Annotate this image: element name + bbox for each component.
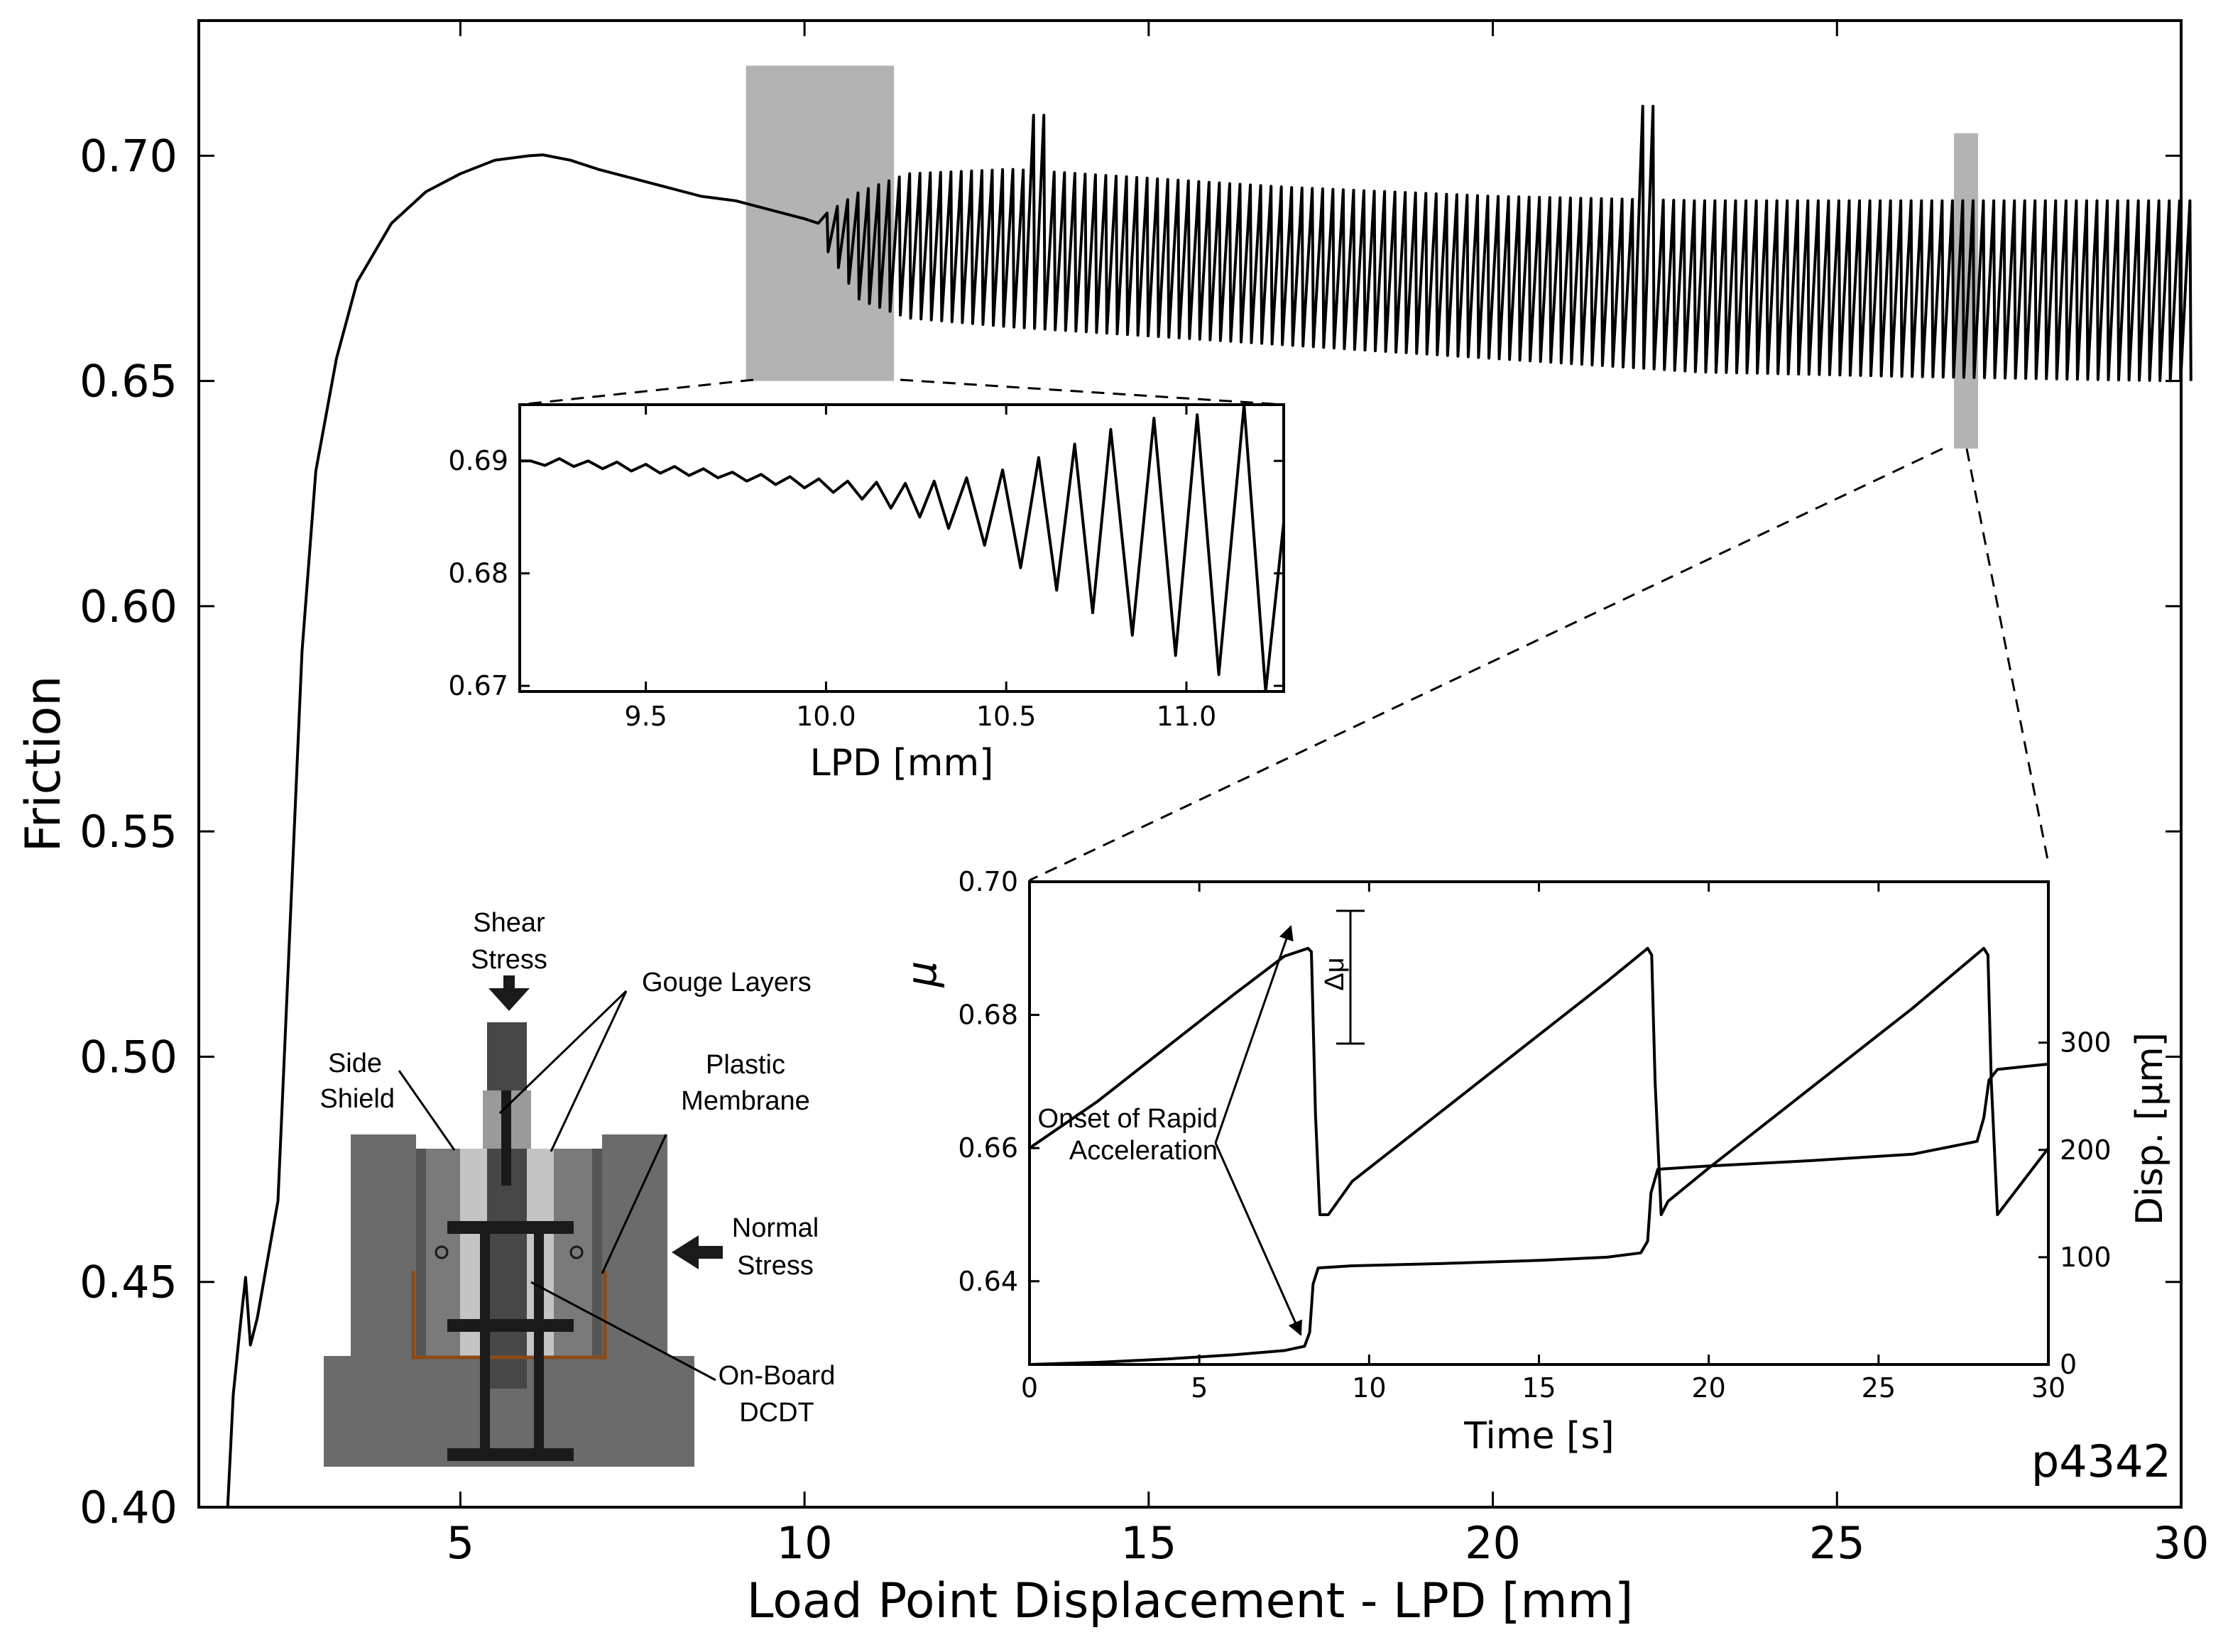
x-tick-label: 10 bbox=[777, 1517, 833, 1569]
y2-tick-label: 0 bbox=[2060, 1349, 2077, 1380]
onset-label-line2: Acceleration bbox=[1069, 1136, 1218, 1166]
y-tick-label: 0.70 bbox=[958, 866, 1018, 897]
right-side-block bbox=[602, 1134, 667, 1356]
normal-stress-arrow-icon bbox=[672, 1235, 723, 1269]
y-tick-label: 0.65 bbox=[80, 356, 178, 407]
inset-lpd-ticks: 9.5 10.0 10.5 11.0 0.67 0.68 0.69 bbox=[448, 405, 1284, 732]
inset-lpd-frame bbox=[518, 403, 1285, 693]
x-tick-label: 20 bbox=[1465, 1517, 1521, 1569]
fastener-right bbox=[569, 1245, 584, 1259]
inset-lpd-curve bbox=[520, 403, 1285, 693]
central-ram bbox=[487, 1022, 527, 1389]
y2-tick-label: 300 bbox=[2060, 1027, 2112, 1059]
inset-time: 0 5 10 15 20 25 30 0.64 0.66 0.68 0.70 0 100 200 300 T… bbox=[897, 866, 2171, 1457]
y-tick-label: 0.68 bbox=[448, 558, 508, 589]
y-tick-label: 0.60 bbox=[80, 581, 178, 633]
x-tick-label: 25 bbox=[1809, 1517, 1865, 1569]
label-shear-line1: Shear bbox=[473, 908, 545, 938]
zoom-guide-1-right bbox=[900, 378, 1284, 406]
y-tick-label: 0.55 bbox=[80, 806, 178, 858]
y-tick-label: 0.40 bbox=[80, 1482, 178, 1533]
y-tick-label: 0.64 bbox=[958, 1266, 1018, 1297]
main-axes-frame bbox=[197, 19, 2183, 1509]
shear-stress-arrow-icon bbox=[488, 975, 530, 1011]
label-side-line1: Side bbox=[328, 1049, 382, 1078]
y-tick-label: 0.68 bbox=[958, 1000, 1018, 1031]
inset-lpd-xlabel: LPD [mm] bbox=[810, 742, 994, 784]
x-tick-label: 10.0 bbox=[796, 701, 856, 732]
diagram-leader-lines bbox=[398, 990, 716, 1382]
y2-tick-label: 100 bbox=[2060, 1242, 2112, 1273]
label-normal-line1: Normal bbox=[732, 1213, 819, 1243]
delta-mu-label: Δμ bbox=[1320, 957, 1350, 990]
label-side-line2: Shield bbox=[320, 1084, 395, 1114]
zoom-guide-2-right bbox=[1965, 448, 2050, 864]
inset-lpd-background bbox=[520, 405, 1284, 691]
label-dcdt-line2: DCDT bbox=[739, 1398, 814, 1428]
x-tick-label: 10.5 bbox=[976, 701, 1037, 732]
label-dcdt-line1: On-Board bbox=[719, 1361, 836, 1391]
plastic-membrane bbox=[411, 1271, 607, 1360]
main-ylabel: Friction bbox=[16, 676, 72, 853]
label-gouge: Gouge Layers bbox=[642, 968, 812, 997]
y-tick-label: 0.66 bbox=[958, 1132, 1018, 1164]
onset-arrows bbox=[1214, 925, 1302, 1336]
left-side-block bbox=[351, 1134, 416, 1356]
inset-time-mu-curve bbox=[1030, 946, 2048, 1216]
label-normal-line2: Stress bbox=[737, 1251, 814, 1281]
y-tick-label: 0.50 bbox=[80, 1031, 178, 1083]
zoom-guide-1-left bbox=[519, 378, 754, 406]
y-tick-label: 0.67 bbox=[448, 670, 508, 701]
zoom-guide-2-left bbox=[1029, 447, 1943, 882]
x-tick-label: 5 bbox=[1191, 1372, 1208, 1404]
x-tick-label: 10 bbox=[1352, 1372, 1386, 1404]
inset-time-disp-curve bbox=[1030, 1062, 2048, 1364]
x-tick-label: 25 bbox=[1862, 1372, 1896, 1404]
inset-time-y2label: Disp. [μm] bbox=[2129, 1032, 2171, 1225]
x-tick-label: 9.5 bbox=[624, 701, 667, 732]
label-plastic-line2: Membrane bbox=[681, 1086, 810, 1116]
inset-time-ticks: 0 5 10 15 20 25 30 0.64 0.66 0.68 0.70 0 100 200 300 bbox=[958, 866, 2111, 1404]
main-plot: 5 10 15 20 25 300.400.450.500.550.600.650.70 … bbox=[16, 19, 2210, 1629]
main-friction-curve bbox=[226, 104, 2192, 1508]
y-tick-label: 0.45 bbox=[80, 1257, 178, 1308]
dcdt-frame bbox=[447, 1090, 574, 1461]
onset-label-line1: Onset of Rapid bbox=[1038, 1104, 1218, 1134]
fastener-left bbox=[435, 1245, 449, 1259]
y-tick-label: 0.70 bbox=[80, 130, 178, 182]
inset-lpd: 9.5 10.0 10.5 11.0 0.67 0.68 0.69 LPD [mm] bbox=[448, 403, 1285, 784]
inset-time-xlabel: Time [s] bbox=[1463, 1415, 1614, 1457]
main-xlabel: Load Point Displacement - LPD [mm] bbox=[747, 1573, 1634, 1629]
y-tick-label: 0.69 bbox=[448, 445, 508, 476]
x-tick-label: 11.0 bbox=[1157, 701, 1217, 732]
label-plastic-line1: Plastic bbox=[706, 1050, 785, 1080]
y2-tick-label: 200 bbox=[2060, 1134, 2112, 1166]
apparatus-diagram: Shear Stress Gouge Layers Side Shield Pl… bbox=[320, 908, 835, 1467]
sample-label: p4342 bbox=[2031, 1435, 2171, 1487]
x-tick-label: 30 bbox=[2153, 1517, 2210, 1569]
x-tick-label: 20 bbox=[1691, 1372, 1725, 1404]
delta-mu-bar bbox=[1336, 909, 1365, 1045]
x-tick-label: 0 bbox=[1021, 1372, 1038, 1404]
inset-time-background bbox=[1030, 882, 2048, 1364]
x-tick-label: 30 bbox=[2031, 1372, 2065, 1404]
main-ticks: 5 10 15 20 25 30 0.40 0.45 0.50 0.55 0.60 0.65 0.70 bbox=[80, 21, 2210, 1569]
label-shear-line2: Stress bbox=[471, 945, 547, 975]
zoom-guides bbox=[519, 378, 2050, 882]
x-tick-label: 15 bbox=[1120, 1517, 1176, 1569]
x-tick-label: 5 bbox=[447, 1517, 474, 1569]
inset-time-ylabel: μ bbox=[897, 961, 946, 988]
x-tick-label: 15 bbox=[1522, 1372, 1556, 1404]
